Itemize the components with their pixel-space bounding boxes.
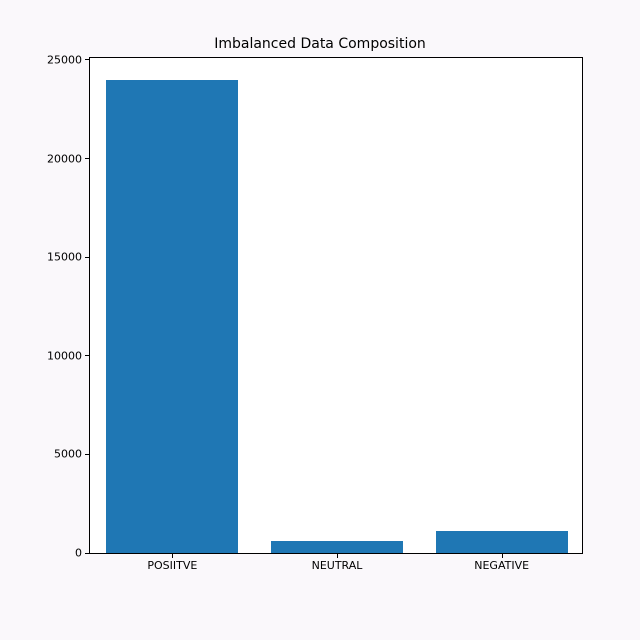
y-tick-label: 15000 — [47, 251, 90, 264]
y-tick-label: 20000 — [47, 152, 90, 165]
bar — [106, 80, 238, 553]
x-tick-label: NEUTRAL — [312, 553, 363, 572]
bar — [436, 531, 568, 553]
y-tick-label: 0 — [75, 547, 90, 560]
plot-area: POSIITVENEUTRALNEGATIVE05000100001500020… — [89, 57, 583, 554]
bar — [271, 541, 403, 553]
chart-title: Imbalanced Data Composition — [0, 36, 640, 52]
y-tick-label: 25000 — [47, 53, 90, 66]
y-tick-label: 5000 — [54, 448, 90, 461]
x-tick-label: NEGATIVE — [474, 553, 529, 572]
chart-page: Imbalanced Data Composition POSIITVENEUT… — [0, 0, 640, 640]
x-tick-label: POSIITVE — [147, 553, 197, 572]
y-tick-label: 10000 — [47, 349, 90, 362]
